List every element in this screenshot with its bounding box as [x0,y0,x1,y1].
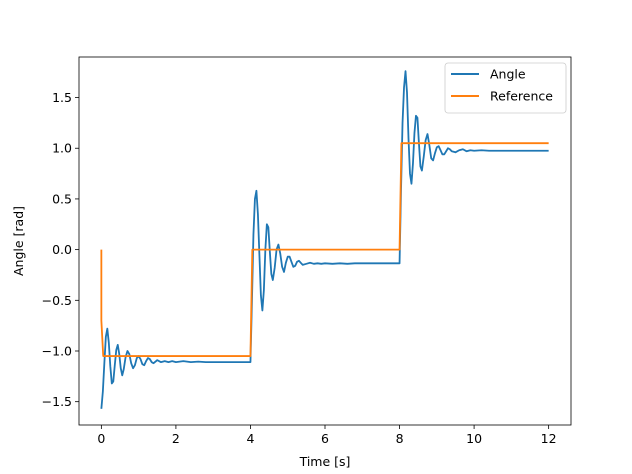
y-tick-label: 0.5 [52,191,72,206]
legend-label-angle: Angle [490,67,526,82]
x-tick-label: 4 [246,431,254,446]
x-tick-label: 8 [396,431,404,446]
y-tick-label: −1.0 [42,343,72,358]
x-axis-label: Time [s] [299,454,351,469]
x-tick-label: 0 [97,431,105,446]
x-axis: 0 2 4 6 8 10 12 [97,425,557,446]
series-line-angle [100,70,549,409]
x-tick-label: 10 [466,431,482,446]
legend-box [444,62,567,114]
y-axis: −1.5 −1.0 −0.5 0.0 0.5 1.0 1.5 [42,90,79,409]
y-axis-label: Angle [rad] [11,206,26,276]
y-tick-label: 0.0 [52,242,72,257]
y-tick-label: 1.5 [52,90,72,105]
y-tick-label: 1.0 [52,141,72,156]
legend: Angle Reference [444,62,567,114]
legend-label-reference: Reference [490,89,553,104]
x-tick-label: 2 [172,431,180,446]
x-tick-label: 12 [541,431,557,446]
y-tick-label: −0.5 [42,293,72,308]
y-tick-label: −1.5 [42,394,72,409]
plot-area [100,70,549,409]
series-line-reference [100,142,549,357]
x-tick-label: 6 [321,431,329,446]
